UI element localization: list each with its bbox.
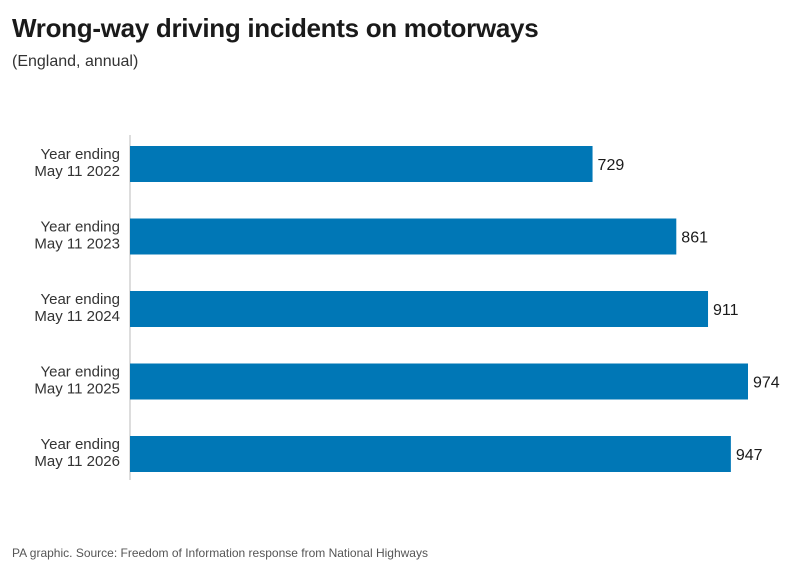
bar-2	[130, 291, 709, 327]
bar-0	[130, 146, 593, 182]
category-label-line: May 11 2023	[34, 236, 120, 253]
category-label-line: May 11 2022	[34, 163, 120, 180]
bar-value-label-4: 947	[736, 447, 763, 464]
category-label-line: Year ending	[40, 364, 120, 381]
bar-1	[130, 218, 677, 255]
chart-title: Wrong-way driving incidents on motorways	[12, 13, 539, 43]
category-label-line: Year ending	[40, 146, 120, 163]
category-label-3: Year ending May 11 2025	[34, 364, 120, 398]
bar-value-label-2: 911	[713, 302, 739, 319]
bar-value-label-3: 974	[753, 375, 780, 392]
bar-value-label-0: 729	[598, 157, 625, 174]
category-label-line: May 11 2024	[34, 308, 120, 325]
bar-4	[130, 436, 731, 472]
category-label-line: Year ending	[40, 219, 120, 236]
bar-3	[130, 363, 748, 400]
chart-subtitle: (England, annual)	[12, 53, 139, 70]
source-note: PA graphic. Source: Freedom of Informati…	[12, 546, 428, 560]
category-label-line: May 11 2026	[34, 453, 120, 470]
category-label-line: Year ending	[40, 291, 120, 308]
category-label-line: May 11 2025	[34, 381, 120, 398]
category-label-2: Year ending May 11 2024	[34, 291, 120, 325]
category-label-line: Year ending	[40, 436, 120, 453]
category-label-4: Year ending May 11 2026	[34, 436, 120, 470]
bar-value-label-1: 861	[681, 230, 708, 247]
category-label-1: Year ending May 11 2023	[34, 219, 120, 253]
category-label-0: Year ending May 11 2022	[34, 146, 120, 180]
